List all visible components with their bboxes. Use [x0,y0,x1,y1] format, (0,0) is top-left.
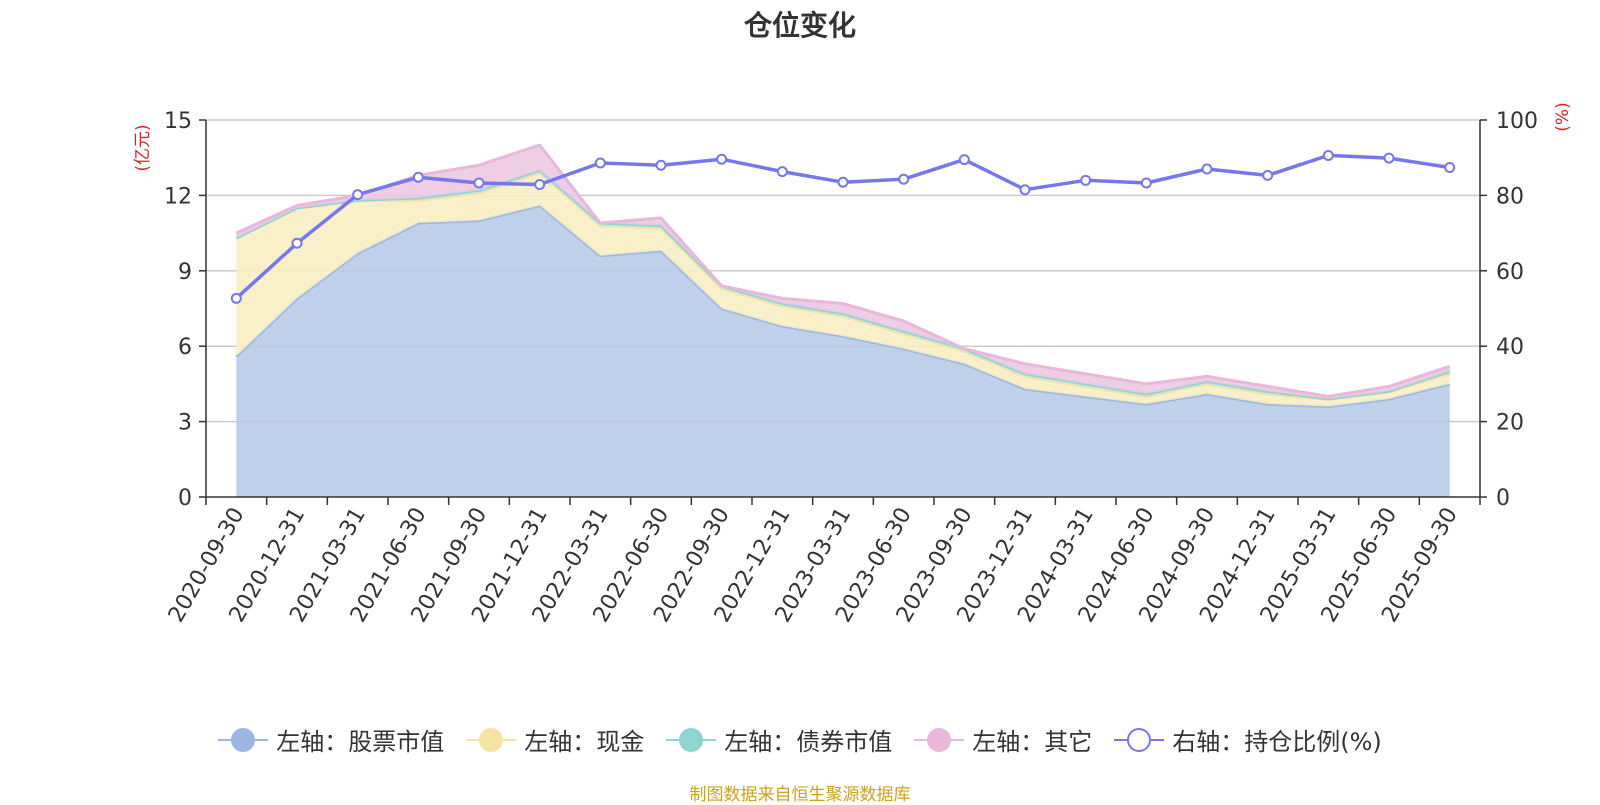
ratio-point [898,173,910,185]
legend-item[interactable]: 左轴：债券市值 [666,722,892,757]
legend-label: 左轴：其它 [972,728,1093,756]
area-左轴：股票市值 [236,205,1450,497]
ratio-point [1444,162,1456,174]
legend-symbol-icon [466,725,517,755]
ratio-point [1383,152,1395,164]
chart-title: 仓位变化 [743,9,856,42]
ratio-point [716,153,728,165]
ratio-point [534,178,546,190]
right-axis-tick-label: 100 [1496,109,1538,134]
right-axis-tick-label: 40 [1496,335,1524,360]
ratio-point [352,189,364,201]
ratio-point [776,166,788,178]
right-axis-tick-label: 60 [1496,260,1524,285]
left-axis-tick-label: 9 [178,260,192,285]
left-axis-tick-label: 3 [178,411,192,436]
right-axis-tick-label: 80 [1496,184,1524,209]
ratio-point [412,171,424,183]
legend-symbol-icon [1114,725,1165,755]
right-axis-unit: (%) [1553,102,1573,131]
ratio-point [1262,169,1274,181]
ratio-point [291,237,303,249]
left-axis-tick-label: 6 [178,335,192,360]
left-axis-tick-label: 0 [178,486,192,511]
ratio-point [1201,163,1213,175]
legend-symbol-icon [914,725,965,755]
ratio-point [958,154,970,166]
ratio-point [473,177,485,189]
data-source-note: 制图数据来自恒生聚源数据库 [689,785,911,805]
right-axis-tick-label: 20 [1496,411,1524,436]
ratio-point [594,157,606,169]
ratio-point [230,292,242,304]
legend: 左轴：股票市值 左轴：现金 左轴：债券市值 左轴：其它 右轴：持仓比例(%) [0,722,1600,757]
left-axis-tick-label: 12 [164,184,192,209]
legend-item[interactable]: 左轴：现金 [466,722,644,757]
ratio-point [1080,174,1092,186]
legend-label: 右轴：持仓比例(%) [1172,728,1382,756]
legend-label: 左轴：现金 [524,728,645,756]
left-axis-tick-label: 15 [164,109,192,134]
left-axis-unit: (亿元) [133,124,153,171]
legend-item[interactable]: 右轴：持仓比例(%) [1114,722,1382,757]
ratio-point [1322,149,1334,161]
ratio-point [1140,177,1152,189]
legend-item[interactable]: 左轴：股票市值 [218,722,444,757]
legend-item[interactable]: 左轴：其它 [914,722,1092,757]
ratio-point [655,159,667,171]
area-line-左轴：其它 [235,143,1451,398]
ratio-point [837,176,849,188]
ratio-point [1019,184,1031,196]
legend-symbol-icon [666,725,717,755]
ratio-line [230,149,1456,304]
legend-symbol-icon [218,725,269,755]
right-axis-tick-label: 0 [1496,486,1510,511]
legend-label: 左轴：股票市值 [276,728,445,756]
legend-label: 左轴：债券市值 [724,728,893,756]
stacked-areas [235,143,1451,497]
